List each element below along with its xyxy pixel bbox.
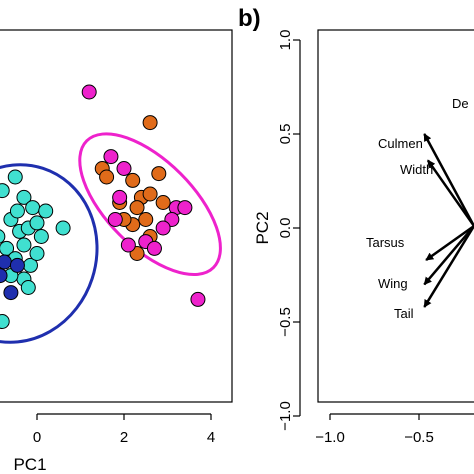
panel-b-y-tick-label-3: 0.5 [277,124,294,145]
panel-a-point-3-6 [177,200,193,216]
panel-a-point-0-16 [55,220,71,236]
panel-a-point-2-8 [138,212,154,227]
panel-a-x-tick-label-2: 4 [207,429,215,446]
panel-b-y-tick-label-0: −1.0 [277,401,294,431]
panel-a-point-2-6 [151,166,167,182]
panel-b-arrow-width [426,159,474,227]
panel-b-label: b) [238,5,261,32]
panel-a: 0 2 4 PC1 [0,29,233,474]
panel-b-y-axis-title: PC2 [253,211,272,244]
panel-a-point-0-15 [29,246,45,261]
panel-a-point-0-1 [7,169,23,185]
panel-b-var-label-de: De [452,96,469,111]
panel-a-point-0-21 [33,229,49,244]
panel-b-var-label-width: Width [400,162,433,177]
panel-a-point-3-9 [146,240,162,256]
panel-a-x-tick-label-0: 0 [33,429,41,446]
panel-a-point-0-18 [20,280,36,295]
panel-a-point-3-8 [120,237,136,253]
panel-a-point-1-2 [0,254,12,270]
panel-a-point-3-0 [81,84,97,100]
panel-a-point-2-5 [142,186,158,202]
panel-a-point-2-7 [129,200,145,216]
panel-a-point-0-7 [29,215,45,231]
panel-a-point-2-9 [155,195,171,210]
panel-a-point-0-2 [16,189,32,205]
panel-a-point-0-12 [0,229,6,244]
panel-b-plot-frame [317,29,474,403]
panel-b-var-label-culmen: Culmen [378,136,423,151]
panel-a-point-1-0 [0,268,8,284]
panel-a-point-3-3 [107,212,123,227]
panel-a-x-axis: 0 2 4 [33,413,215,446]
panel-a-point-3-1 [103,149,119,165]
panel-b-arrow-wing [423,225,474,286]
panel-a-point-2-0 [142,115,158,131]
panel-a-point-0-17 [38,203,54,219]
panel-a-point-3-2 [116,161,132,176]
panel-a-point-0-3 [25,200,41,216]
panel-a-point-0-14 [0,314,10,329]
panel-b-y-tick-label-2: 0.0 [277,218,294,239]
panel-a-point-0-10 [16,237,32,253]
panel-b: b) −1.0 −0.5 0.0 0.5 1.0 −1.0 −0.5 PC2 Culmen… [238,5,474,446]
panel-b-x-tick-label-1: −0.5 [404,429,434,446]
panel-a-points [0,84,206,329]
panel-a-ellipses [0,132,222,344]
panel-b-var-label-tarsus: Tarsus [366,235,405,250]
panel-a-ellipse-1 [78,132,222,277]
panel-b-x-axis: −1.0 −0.5 [315,413,474,446]
panel-a-x-axis-title: PC1 [13,455,46,474]
panel-a-point-0-20 [9,203,25,219]
panel-a-point-3-12 [155,220,171,236]
panel-a-point-3-11 [112,189,128,205]
panel-b-arrow-tarsus [425,224,474,261]
panel-b-var-label-wing: Wing [378,276,408,291]
panel-b-x-tick-label-0: −1.0 [315,429,345,446]
panel-a-x-tick-label-1: 2 [120,429,128,446]
panel-b-arrow-tail [423,225,474,308]
panel-a-ellipse-0 [0,163,99,344]
panel-b-y-tick-label-4: 1.0 [277,30,294,51]
panel-a-plot-frame [0,29,233,403]
panel-a-point-2-3 [125,172,141,188]
panel-b-y-axis: −1.0 −0.5 0.0 0.5 1.0 [277,30,301,431]
panel-b-arrow-culmen [423,133,474,227]
panel-a-point-0-0 [0,183,10,199]
panel-b-loading-arrows: Culmen Width Tarsus Wing Tail De [366,96,474,321]
panel-b-var-label-tail: Tail [394,306,414,321]
panel-a-point-1-3 [9,257,25,273]
panel-a-point-3-10 [190,291,206,307]
panel-b-y-tick-label-1: −0.5 [277,307,294,337]
panel-a-point-2-2 [99,169,115,185]
panel-a-point-1-1 [3,285,19,301]
